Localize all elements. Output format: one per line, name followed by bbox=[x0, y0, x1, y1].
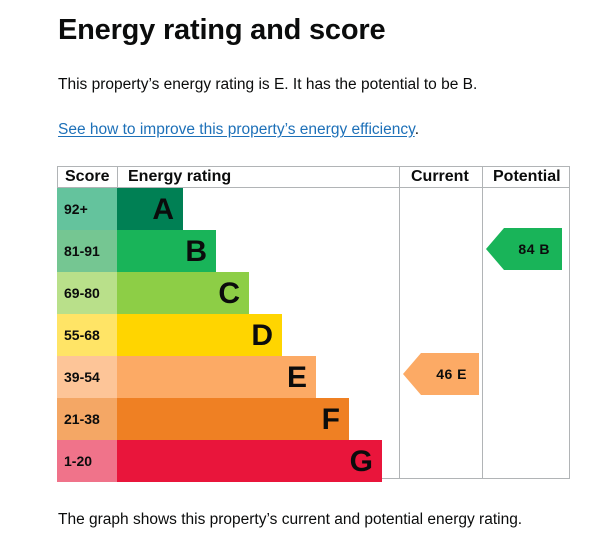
improve-link-line: See how to improve this property’s energ… bbox=[58, 121, 419, 139]
improve-efficiency-link[interactable]: See how to improve this property’s energ… bbox=[58, 121, 415, 138]
header-current: Current bbox=[411, 168, 469, 185]
band-score-f: 21-38 bbox=[57, 398, 117, 440]
grid-right bbox=[569, 166, 570, 479]
energy-rating-chart: Score Energy rating Current Potential 92… bbox=[57, 166, 570, 482]
band-bar-g: G bbox=[117, 440, 382, 482]
graph-description: The graph shows this property’s current … bbox=[58, 511, 523, 528]
band-bar-c: C bbox=[117, 272, 249, 314]
grid-top bbox=[57, 166, 570, 167]
potential-letter: B bbox=[539, 241, 550, 257]
grid-potential-left bbox=[482, 166, 483, 479]
band-bar-f: F bbox=[117, 398, 349, 440]
header-potential: Potential bbox=[493, 168, 561, 185]
band-bar-a: A bbox=[117, 188, 183, 230]
band-score-a: 92+ bbox=[57, 188, 117, 230]
band-score-c: 69-80 bbox=[57, 272, 117, 314]
current-letter: E bbox=[457, 366, 467, 382]
band-score-g: 1-20 bbox=[57, 440, 117, 482]
grid-header-bottom bbox=[57, 187, 570, 188]
grid-score-divider bbox=[117, 166, 118, 188]
band-bar-b: B bbox=[117, 230, 216, 272]
page-title: Energy rating and score bbox=[58, 14, 386, 46]
potential-rating-arrow: 84 B bbox=[486, 228, 562, 270]
band-score-e: 39-54 bbox=[57, 356, 117, 398]
band-score-d: 55-68 bbox=[57, 314, 117, 356]
band-score-b: 81-91 bbox=[57, 230, 117, 272]
header-score: Score bbox=[65, 168, 110, 185]
current-score: 46 bbox=[436, 366, 453, 382]
current-rating-arrow: 46 E bbox=[403, 353, 479, 395]
grid-current-left bbox=[399, 166, 400, 479]
header-energy-rating: Energy rating bbox=[128, 168, 232, 185]
band-bar-e: E bbox=[117, 356, 316, 398]
link-suffix: . bbox=[414, 121, 419, 138]
rating-summary: This property’s energy rating is E. It h… bbox=[58, 76, 478, 93]
potential-score: 84 bbox=[518, 241, 535, 257]
band-bar-d: D bbox=[117, 314, 282, 356]
